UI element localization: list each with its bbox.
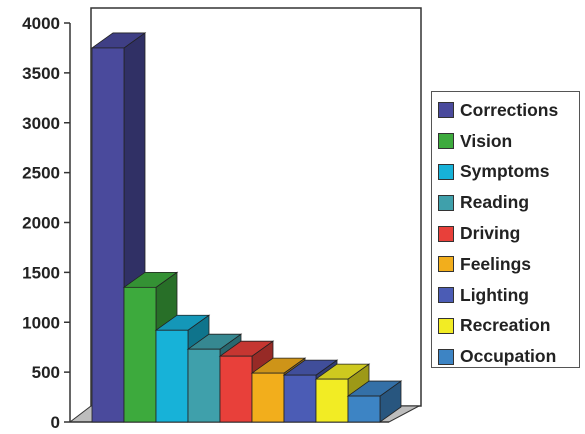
bar-front — [315, 378, 349, 423]
legend-label: Lighting — [460, 284, 530, 305]
y-tick-label: 3000 — [22, 114, 60, 133]
legend-swatch — [438, 348, 454, 365]
legend: Corrections Vision Symptoms Reading Driving F… — [431, 91, 580, 368]
legend-swatch — [438, 317, 454, 334]
legend-label: Vision — [460, 130, 513, 151]
legend-label: Driving — [460, 223, 521, 244]
legend-item-reading: Reading — [438, 187, 579, 218]
legend-item-occupation: Occupation — [438, 341, 579, 372]
legend-swatch — [438, 225, 454, 242]
legend-item-recreation: Recreation — [438, 311, 579, 342]
bar-front — [187, 348, 221, 423]
y-tick-label: 4000 — [22, 14, 60, 33]
bar-front — [155, 329, 189, 423]
bar-front — [283, 374, 317, 423]
legend-item-vision: Vision — [438, 126, 579, 157]
legend-item-corrections: Corrections — [438, 95, 579, 126]
y-tick-label: 3500 — [22, 64, 60, 83]
bars — [90, 32, 403, 423]
legend-label: Reading — [460, 192, 530, 213]
legend-swatch — [438, 194, 454, 211]
bar-front — [219, 355, 253, 423]
legend-swatch — [438, 287, 454, 304]
legend-swatch — [438, 163, 454, 180]
legend-item-lighting: Lighting — [438, 280, 579, 311]
y-tick-label: 2500 — [22, 164, 60, 183]
bar-front — [123, 286, 157, 423]
legend-item-driving: Driving — [438, 218, 579, 249]
bar-front — [251, 372, 285, 423]
legend-label: Occupation — [460, 346, 557, 367]
y-tick-label: 500 — [32, 363, 60, 382]
y-tick-label: 1500 — [22, 263, 60, 282]
legend-item-feelings: Feelings — [438, 249, 579, 280]
y-tick-label: 0 — [51, 413, 60, 432]
bar-occupation — [346, 380, 403, 423]
legend-label: Corrections — [460, 99, 559, 120]
legend-swatch — [438, 102, 454, 119]
legend-swatch — [438, 133, 454, 150]
y-tick-label: 1000 — [22, 313, 60, 332]
legend-swatch — [438, 256, 454, 273]
y-tick-label: 2000 — [22, 214, 60, 233]
legend-label: Symptoms — [460, 161, 550, 182]
bar-front — [91, 47, 125, 423]
bar-front — [347, 395, 381, 423]
y-axis-ticks: 0 500 1000 1500 2000 2500 3000 3500 4000 — [22, 14, 70, 432]
legend-item-symptoms: Symptoms — [438, 157, 579, 188]
legend-label: Recreation — [460, 315, 551, 336]
legend-label: Feelings — [460, 253, 531, 274]
